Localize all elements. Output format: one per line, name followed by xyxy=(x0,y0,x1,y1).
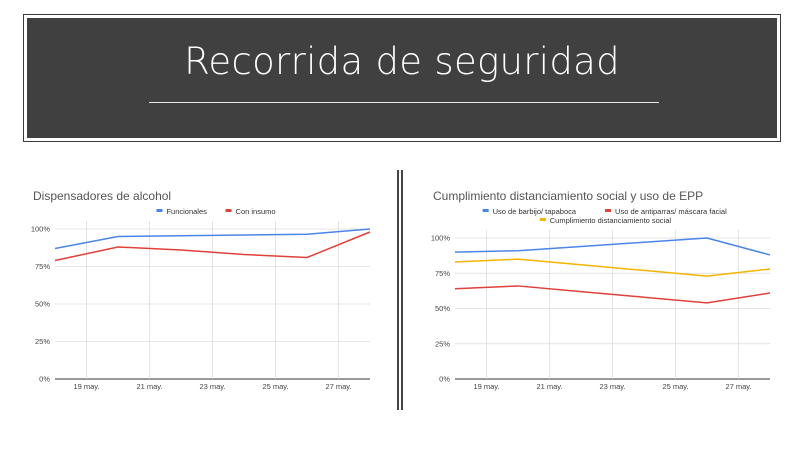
series-line xyxy=(454,258,771,277)
series-line xyxy=(54,228,371,250)
title-banner: Recorrida de seguridad xyxy=(23,14,781,142)
x-tick-label: 19 may. xyxy=(473,382,499,391)
y-tick-label: 25% xyxy=(435,339,450,348)
legend-label: Uso de antiparras/ máscara facial xyxy=(615,207,727,216)
x-tick-label: 19 may. xyxy=(73,382,99,391)
y-tick-label: 50% xyxy=(35,300,50,309)
title-banner-panel: Recorrida de seguridad xyxy=(27,18,777,138)
chart-cumplimiento: Cumplimiento distanciamiento social y us… xyxy=(431,189,771,391)
x-tick-label: 21 may. xyxy=(536,382,562,391)
x-tick-label: 21 may. xyxy=(136,382,162,391)
legend-label: Uso de barbijo/ tapaboca xyxy=(493,207,577,216)
chart-title: Cumplimiento distanciamiento social y us… xyxy=(433,189,703,203)
x-tick-label: 23 may. xyxy=(199,382,225,391)
legend-label: Funcionales xyxy=(166,207,207,216)
chart-dispensadores: Dispensadores de alcohol Funcionales Con i… xyxy=(31,189,371,391)
legend-swatch xyxy=(225,209,232,212)
y-tick-label: 100% xyxy=(431,234,451,243)
slide-title: Recorrida de seguridad xyxy=(184,40,620,83)
series-line xyxy=(54,231,371,262)
x-tick-label: 27 may. xyxy=(325,382,351,391)
series-line xyxy=(454,285,771,304)
legend-swatch xyxy=(482,209,489,212)
series-line xyxy=(454,237,771,256)
y-tick-label: 75% xyxy=(435,269,450,278)
legend-label: Con insumo xyxy=(236,207,276,216)
title-underline xyxy=(149,102,659,103)
legend-swatch xyxy=(156,209,163,212)
y-tick-label: 100% xyxy=(31,225,51,234)
y-tick-label: 0% xyxy=(439,375,450,384)
legend-label: Cumplimiento distanciamiento social xyxy=(550,216,672,225)
legend-swatch xyxy=(605,209,612,212)
legend-swatch xyxy=(539,218,546,221)
x-tick-label: 25 may. xyxy=(662,382,688,391)
y-tick-label: 25% xyxy=(35,337,50,346)
chart-title: Dispensadores de alcohol xyxy=(33,189,171,203)
x-tick-label: 25 may. xyxy=(262,382,288,391)
y-tick-label: 75% xyxy=(35,262,50,271)
vertical-divider xyxy=(397,170,403,410)
y-tick-label: 50% xyxy=(435,304,450,313)
x-tick-label: 23 may. xyxy=(599,382,625,391)
y-tick-label: 0% xyxy=(39,375,50,384)
x-tick-label: 27 may. xyxy=(725,382,751,391)
